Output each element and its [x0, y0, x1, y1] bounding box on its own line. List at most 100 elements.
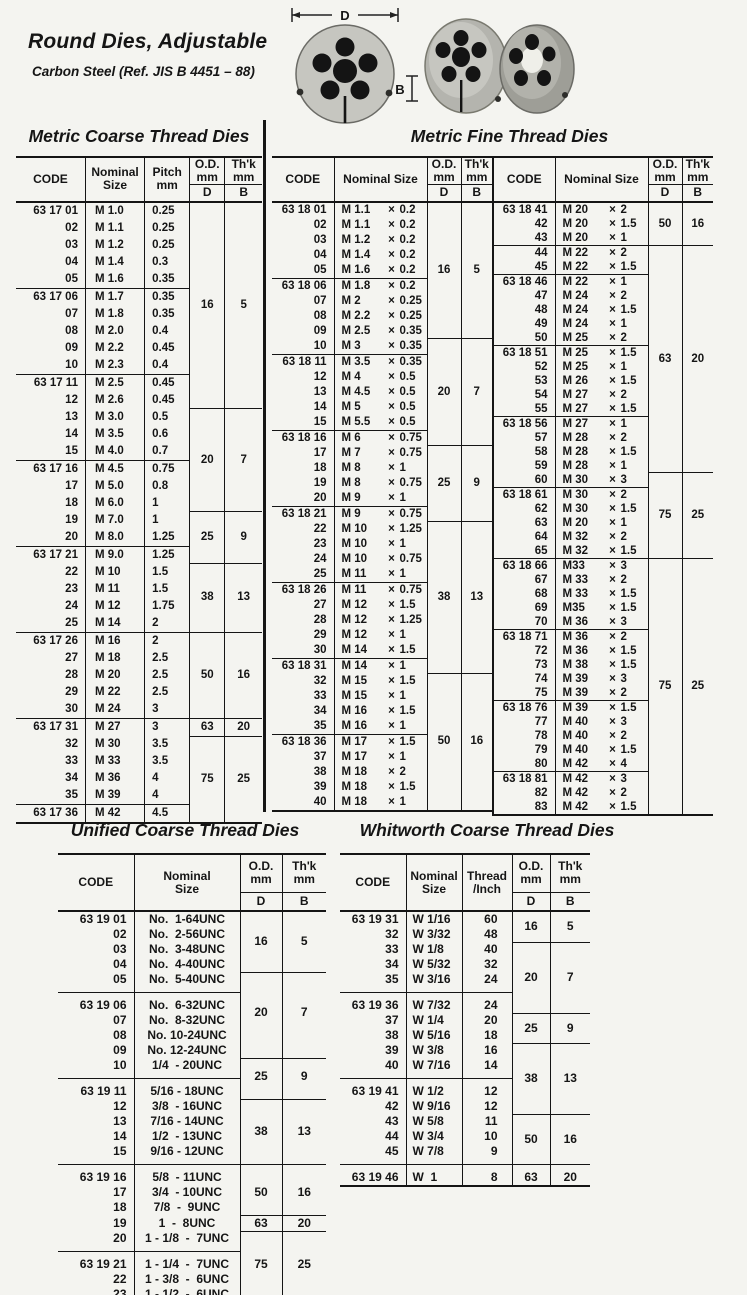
thickness-cell: 20 — [681, 244, 713, 473]
table-row: 08 M 2.2 × 0.25 — [272, 308, 492, 324]
pitch-cell: 0.7 — [144, 442, 190, 460]
size-cell: 1 - 1/2 - 6UNC — [133, 1287, 240, 1295]
thickness-cell: 20 — [549, 1164, 590, 1186]
d-header: D — [426, 184, 461, 203]
table-row: 63 18 76 M 39 × 1.5 — [493, 699, 713, 715]
thickness-cell: 7 — [460, 338, 492, 446]
pitch-cell: 0.25 — [144, 236, 190, 254]
size-cell: M 5.0 — [84, 477, 145, 495]
whitworth-table-wrap: CODE Nominal Size Thread/Inch O.D. mm Th'k mm D B… — [340, 853, 640, 1187]
code-cell: 67 — [534, 573, 548, 586]
od-cell: 25 — [426, 445, 461, 522]
thread-cell: 12 — [461, 1078, 512, 1099]
size-cell: M 30 × 2 — [554, 486, 648, 502]
thickness-cell: 13 — [224, 563, 262, 632]
table-row: 18 M 6.0 1 — [16, 494, 262, 512]
table-row: 68 M 33 × 1.5 — [493, 586, 713, 601]
table-row: 79 M 40 × 1.5 — [493, 742, 713, 757]
size-cell: 5/16 - 18UNC — [133, 1078, 240, 1099]
table-row: 14 1/2 - 13UNC — [58, 1129, 326, 1144]
table-row: 09 M 2.5 × 0.35 — [272, 323, 492, 339]
pitch-cell: 0.25 — [144, 219, 190, 237]
dim-b-label: B — [395, 82, 404, 97]
page-subtitle: Carbon Steel (Ref. JIS B 4451 – 88) — [32, 64, 255, 79]
size-cell: M 8.0 — [84, 528, 145, 546]
table-row: 33 M 15 × 1 — [272, 688, 492, 704]
size-cell: M 39 — [84, 787, 145, 805]
d-header: D — [511, 892, 550, 912]
size-cell: M 11 × 0.75 — [333, 581, 427, 598]
table-row: 55 M 27 × 1.5 — [493, 401, 713, 416]
od-cell: 20 — [189, 408, 225, 512]
code-cell: 63 18 66 — [493, 557, 555, 573]
size-cell: M 38 × 1.5 — [554, 657, 648, 672]
code-cell: 15 — [313, 415, 327, 428]
table-row: 63 18 71 M 36 × 2 — [493, 628, 713, 644]
thread-cell: 12 — [461, 1099, 512, 1114]
size-cell: M 5.5 × 0.5 — [333, 414, 427, 430]
code-cell: 39 — [313, 780, 327, 793]
size-cell: M 1.1 × 0.2 — [333, 217, 427, 233]
code-cell: 63 18 51 — [493, 344, 555, 360]
od-cell: 38 — [511, 1042, 550, 1114]
table-row: 17 M 7 × 0.75 25 9 — [272, 445, 492, 522]
thickness-cell: 16 — [681, 201, 713, 245]
size-cell: M 2 × 0.25 — [333, 293, 427, 309]
b-header: B — [281, 892, 326, 912]
size-cell: M 20 — [84, 666, 145, 684]
unified-title: Unified Coarse Thread Dies — [70, 820, 300, 840]
code-cell: 33 — [313, 689, 327, 702]
thickness-cell: 16 — [281, 1164, 326, 1215]
size-cell: M 22 × 1 — [554, 273, 648, 289]
table-row: 63 18 31 M 14 × 1 — [272, 657, 492, 674]
size-cell: 3/8 - 16UNC — [133, 1099, 240, 1114]
size-cell: M 6.0 — [84, 494, 145, 512]
code-cell: 43 — [385, 1114, 399, 1128]
size-cell: M 42 × 1.5 — [554, 799, 648, 815]
size-cell: M 10 × 1.25 — [333, 521, 427, 537]
code-cell: 47 — [534, 289, 548, 302]
size-cell: W 5/16 — [405, 1028, 462, 1043]
size-cell: M 42 × 4 — [554, 756, 648, 771]
pitch-cell: 0.5 — [144, 408, 190, 426]
thickness-cell: 5 — [224, 201, 262, 409]
thread-cell: 14 — [461, 1058, 512, 1079]
code-cell: 63 18 26 — [272, 581, 334, 598]
od-cell: 75 — [239, 1230, 282, 1295]
pitch-cell: 0.45 — [144, 339, 190, 357]
table-row: 75 M 39 × 2 — [493, 685, 713, 700]
size-cell: M 2.2 × 0.25 — [333, 308, 427, 324]
code-cell: 04 — [313, 248, 327, 261]
table-header: CODE Nominal Size Thread/Inch O.D. mm Th'k mm D B — [340, 853, 590, 912]
code-cell: 09 — [313, 324, 327, 337]
code-cell: 37 — [313, 750, 327, 763]
pitch-cell: 2 — [144, 631, 190, 650]
size-cell: M 10 — [84, 563, 145, 581]
size-cell: M 3.0 — [84, 408, 145, 426]
code-cell: 17 — [313, 446, 327, 459]
pitch-cell: 0.35 — [144, 287, 190, 306]
table-row: 02 M 1.1 × 0.2 — [272, 217, 492, 233]
table-row: 59 M 28 × 1 — [493, 458, 713, 473]
code-cell: 40 — [385, 1058, 399, 1072]
code-cell: 04 — [65, 255, 78, 268]
size-cell: M 30 × 3 — [554, 472, 648, 487]
code-header: CODE — [58, 853, 134, 912]
code-cell: 62 — [534, 502, 548, 515]
pitch-cell: 0.45 — [144, 391, 190, 409]
code-cell: 63 18 46 — [493, 273, 555, 289]
code-cell: 63 19 11 — [58, 1078, 134, 1099]
size-cell: M 4.0 — [84, 442, 145, 460]
size-cell: No. 2-56UNC — [133, 927, 240, 942]
pitch-cell: 3 — [144, 717, 190, 736]
size-cell: M 40 × 2 — [554, 728, 648, 743]
size-cell: W 3/8 — [405, 1043, 462, 1058]
pitch-cell: 2.5 — [144, 666, 190, 684]
code-cell: 63 17 01 — [33, 204, 78, 217]
table-row: 63 18 16 M 6 × 0.75 — [272, 429, 492, 446]
table-row: 63 18 81 M 42 × 3 — [493, 770, 713, 786]
table-row: 13 7/16 - 14UNC — [58, 1114, 326, 1129]
table-row: 42 W 9/16 12 — [340, 1099, 590, 1114]
code-cell: 34 — [65, 772, 78, 784]
